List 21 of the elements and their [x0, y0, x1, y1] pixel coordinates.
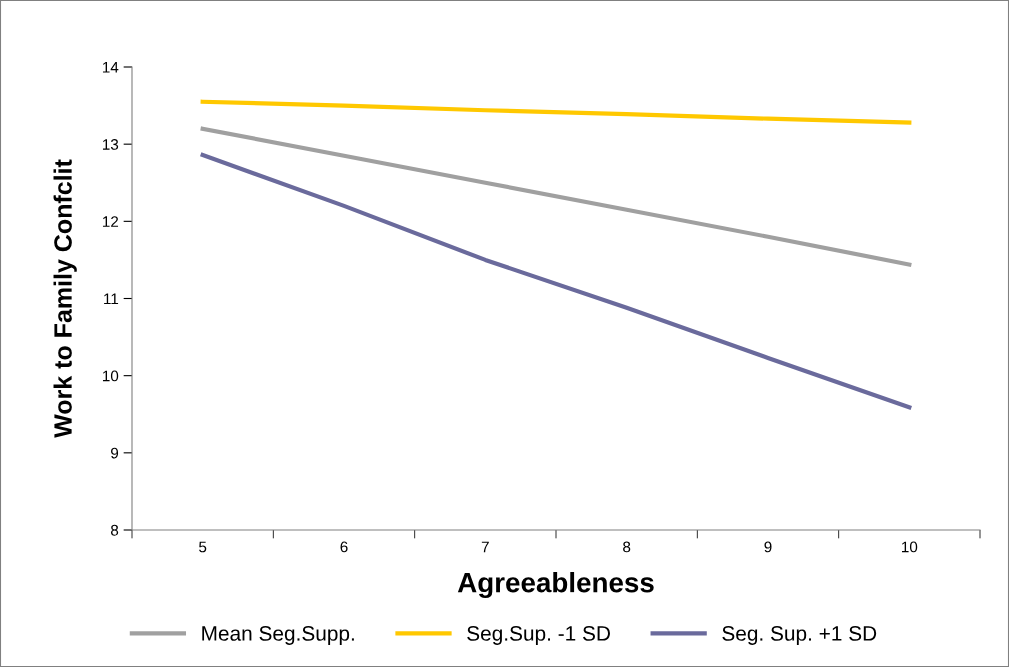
legend-label: Mean Seg.Supp.: [202, 626, 354, 645]
y-tick-label: 10: [102, 370, 119, 382]
y-tick-label: 11: [104, 293, 119, 305]
x-tick-label: 10: [902, 541, 918, 553]
x-tick-label: 6: [340, 541, 348, 553]
legend-label: Seg.Sup. -1 SD: [467, 626, 610, 645]
x-tick-label: 9: [764, 541, 772, 553]
line-series: [200, 126, 912, 267]
x-tick-label: 7: [481, 541, 489, 553]
line-series: [200, 152, 912, 410]
y-tick-label: 8: [110, 524, 119, 536]
x-axis-title: Agreeableness: [457, 572, 654, 599]
x-tick-label: 8: [623, 541, 631, 553]
y-tick-label: 9: [111, 447, 119, 459]
line-series: [200, 99, 912, 125]
y-tick-label: 12: [102, 216, 119, 227]
y-tick-label: 14: [102, 62, 119, 73]
y-tick-label: 13: [102, 139, 119, 150]
y-axis-title: Work to Family Confclit: [53, 159, 77, 438]
legend-label: Seg. Sup. +1 SD: [722, 626, 877, 645]
x-tick-label: 5: [199, 541, 207, 553]
